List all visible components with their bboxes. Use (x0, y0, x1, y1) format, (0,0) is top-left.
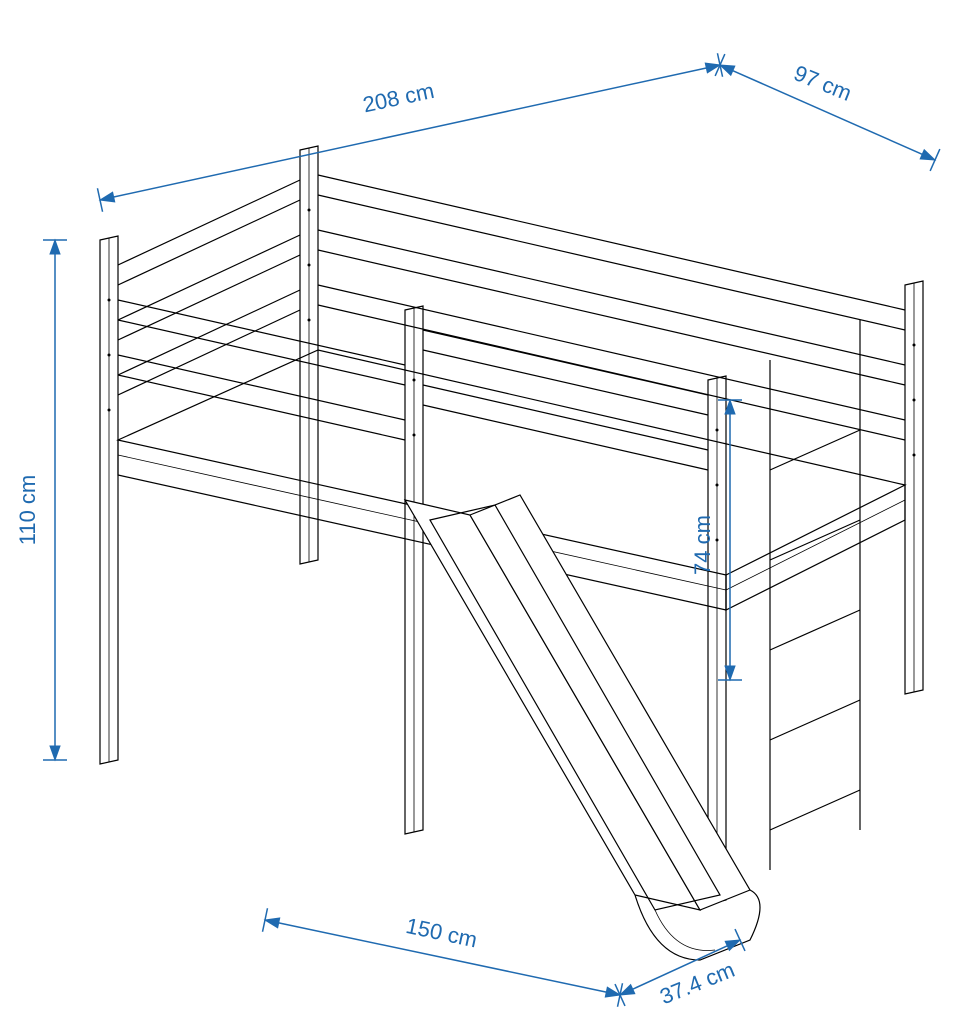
dimension-label-width: 97 cm (790, 60, 855, 106)
dimension-label-length: 208 cm (361, 78, 437, 117)
dimension-label-slide_width: 37.4 cm (656, 957, 738, 1009)
dimension-slide_length: 150 cm (263, 908, 623, 1006)
dimension-height: 110 cm (15, 240, 67, 760)
dimension-slide_width: 37.4 cm (615, 929, 745, 1009)
dimension-length: 208 cm (97, 53, 722, 211)
bed-linework (100, 146, 923, 960)
dimension-width: 97 cm (715, 54, 940, 171)
dimension-label-slide_length: 150 cm (404, 913, 480, 952)
bed-dimension-drawing: 208 cm 97 cm 110 cm 74 cm 150 cm 37.4 cm (0, 0, 978, 1020)
dimension-label-deck_height: 74 cm (690, 515, 715, 575)
dimension-label-height: 110 cm (15, 475, 40, 546)
